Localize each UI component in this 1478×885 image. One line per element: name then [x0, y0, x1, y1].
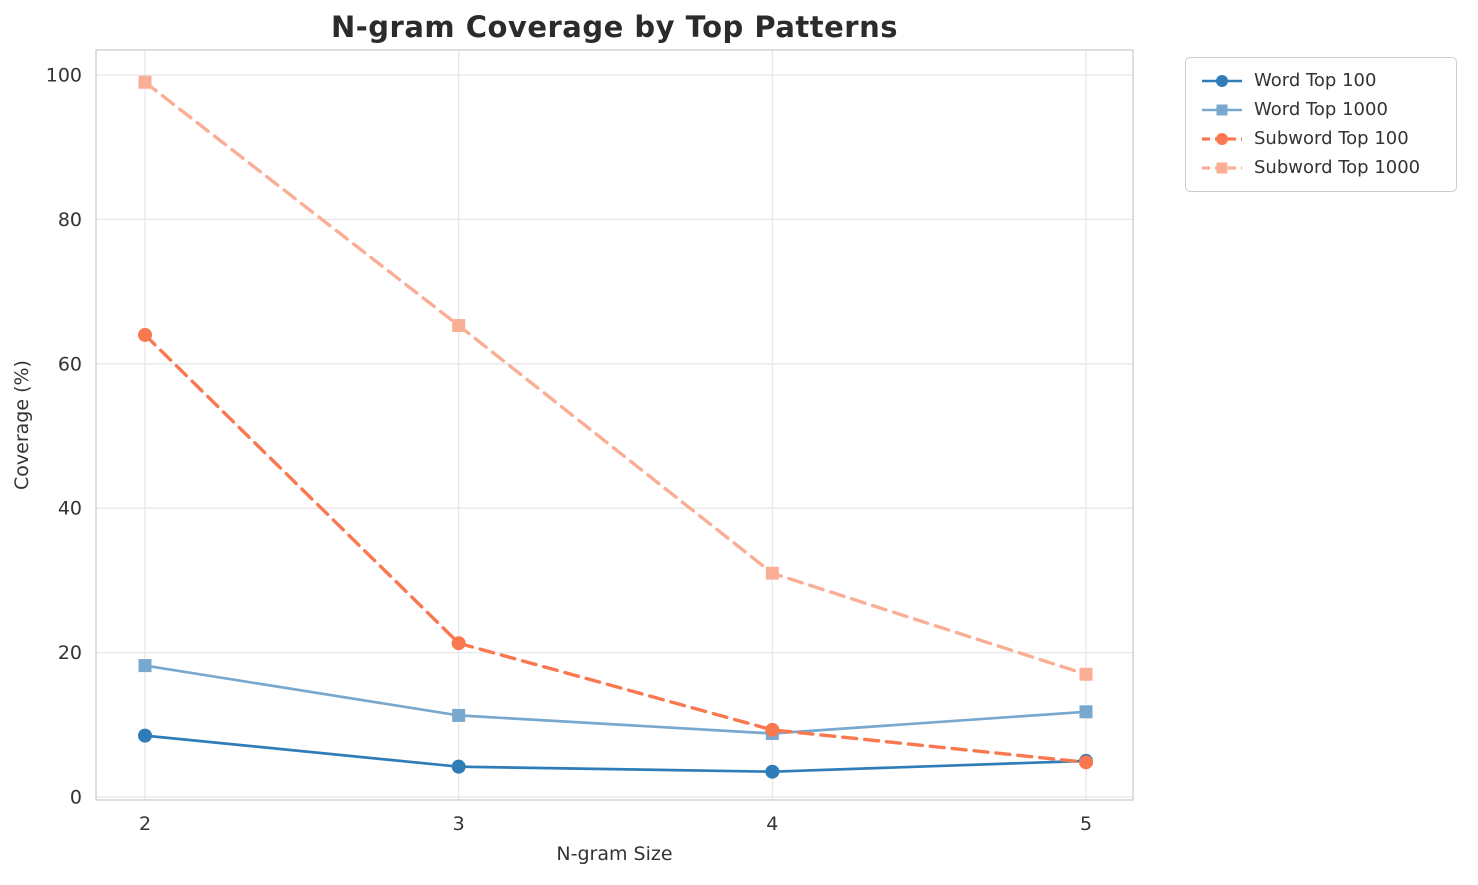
legend-label: Word Top 100 [1254, 70, 1377, 91]
data-point-marker-circle [451, 636, 466, 651]
series-line-subword-top-100 [143, 333, 1088, 764]
legend-label: Subword Top 100 [1254, 128, 1409, 149]
y-tick-label: 40 [58, 498, 82, 520]
legend-item-subword-top-100: Subword Top 100 [1200, 128, 1442, 150]
x-tick-label: 3 [453, 813, 465, 835]
data-point-marker-square [1079, 667, 1093, 681]
data-point-marker-circle [138, 327, 152, 342]
chart-title: N-gram Coverage by Top Patterns [330, 10, 899, 44]
data-point-marker-square [138, 75, 152, 89]
data-point-marker-square [1079, 705, 1093, 719]
legend-sample-square-icon [1202, 162, 1242, 174]
legend: Word Top 100 Word Top 1000 Subword Top 100… [1185, 57, 1457, 192]
x-tick-label: 5 [1080, 813, 1092, 835]
legend-item-subword-top-1000: Subword Top 1000 [1200, 157, 1442, 179]
data-point-marker-square [452, 319, 466, 333]
series-line-word-top-100 [143, 734, 1088, 774]
data-point-marker-square [452, 708, 466, 722]
y-tick-label: 100 [46, 65, 82, 87]
series-line-subword-top-1000 [143, 80, 1088, 676]
data-point-marker-square [138, 659, 152, 673]
data-point-marker-square [765, 566, 779, 580]
data-point-marker-circle [138, 728, 152, 743]
series-line-word-top-1000 [143, 664, 1088, 735]
x-tick-label: 4 [766, 813, 778, 835]
y-tick-label: 80 [58, 209, 82, 231]
legend-sample-circle-icon [1202, 133, 1242, 145]
y-tick-label: 60 [58, 353, 82, 375]
legend-sample-circle-icon [1202, 75, 1242, 87]
legend-label: Subword Top 1000 [1254, 157, 1421, 178]
x-axis-label: N-gram Size [556, 843, 673, 865]
legend-label: Word Top 1000 [1254, 99, 1388, 120]
legend-item-word-top-1000: Word Top 1000 [1200, 99, 1442, 121]
plot-area [96, 50, 1133, 800]
legend-sample-square-icon [1202, 104, 1242, 116]
axes-spines [95, 49, 1134, 801]
legend-item-word-top-100: Word Top 100 [1200, 70, 1442, 92]
x-tick-label: 2 [139, 813, 151, 835]
data-point-marker-circle [451, 759, 466, 774]
y-tick-label: 0 [70, 787, 82, 809]
data-point-marker-circle [765, 722, 780, 737]
data-point-marker-circle [1079, 755, 1094, 770]
y-axis-label: Coverage (%) [11, 360, 33, 490]
y-tick-label: 20 [58, 642, 82, 664]
data-point-marker-circle [765, 764, 780, 779]
